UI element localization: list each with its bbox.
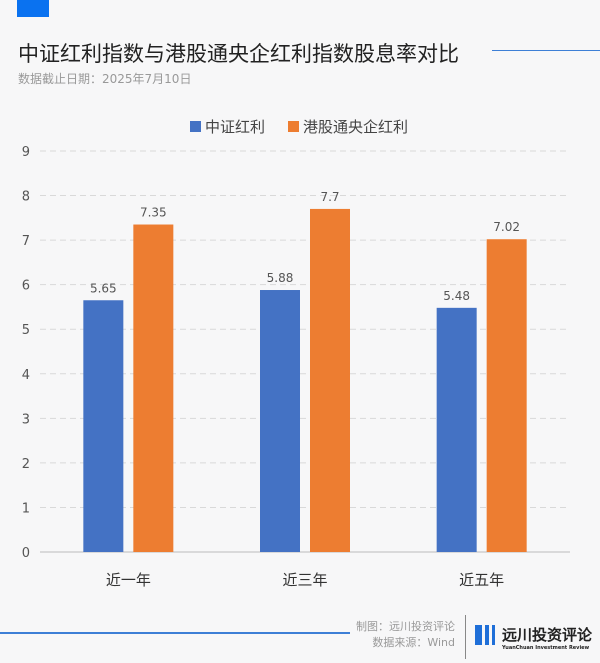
bar-chart: 0 1 2 3 4 5 6 7 8 9 近一年 5.65 7.35 近三年 5.88 7.7 近五年 5.48 7.… — [22, 145, 570, 589]
title-divider — [492, 50, 600, 51]
legend-swatch — [288, 121, 299, 132]
legend-item-series-1: 中证红利 — [190, 116, 265, 137]
x-tick-label: 近三年 — [282, 571, 327, 589]
footer-divider — [0, 632, 350, 634]
y-tick-label: 6 — [22, 279, 30, 294]
legend-label: 港股通央企红利 — [303, 118, 409, 136]
svg-text:YuanChuan Investment Review: YuanChuan Investment Review — [501, 645, 590, 651]
bar — [486, 239, 527, 552]
x-tick-label: 近五年 — [459, 571, 504, 589]
logo: 远川投资评论 YuanChuan Investment Review — [475, 618, 600, 658]
data-label: 5.65 — [90, 281, 117, 295]
data-label: 5.88 — [267, 271, 294, 285]
y-tick-label: 1 — [22, 501, 30, 516]
y-tick-label: 9 — [22, 145, 30, 160]
logo-mark-icon: 远川投资评论 YuanChuan Investment Review — [475, 625, 593, 651]
legend-item-series-2: 港股通央企红利 — [288, 116, 408, 137]
y-tick-label: 0 — [22, 546, 30, 561]
y-tick-label: 7 — [22, 234, 30, 249]
data-label: 5.48 — [443, 289, 470, 303]
chart-subtitle: 数据截止日期：2025年7月10日 — [18, 72, 192, 86]
y-tick-label: 2 — [22, 457, 30, 472]
footer-vertical-divider — [465, 615, 466, 659]
bar — [310, 208, 350, 552]
y-tick-label: 8 — [22, 190, 30, 205]
svg-text:远川投资评论: 远川投资评论 — [502, 626, 593, 644]
credit-text: 制图：远川投资评论 — [356, 620, 455, 633]
bar — [83, 300, 124, 552]
bar — [260, 290, 300, 552]
y-tick-label: 4 — [22, 368, 30, 383]
data-label: 7.35 — [140, 206, 167, 220]
chart-title: 中证红利指数与港股通央企红利指数股息率对比 — [18, 42, 459, 66]
legend-swatch — [190, 121, 201, 132]
accent-bar — [17, 0, 49, 17]
data-label: 7.02 — [493, 220, 520, 234]
bar — [133, 224, 174, 552]
y-tick-label: 5 — [22, 323, 30, 338]
x-tick-label: 近一年 — [106, 571, 151, 589]
legend-label: 中证红利 — [205, 118, 266, 136]
data-label: 7.7 — [320, 190, 339, 204]
source-text: 数据来源：Wind — [372, 636, 455, 649]
y-tick-label: 3 — [22, 412, 30, 427]
bar — [436, 307, 477, 552]
